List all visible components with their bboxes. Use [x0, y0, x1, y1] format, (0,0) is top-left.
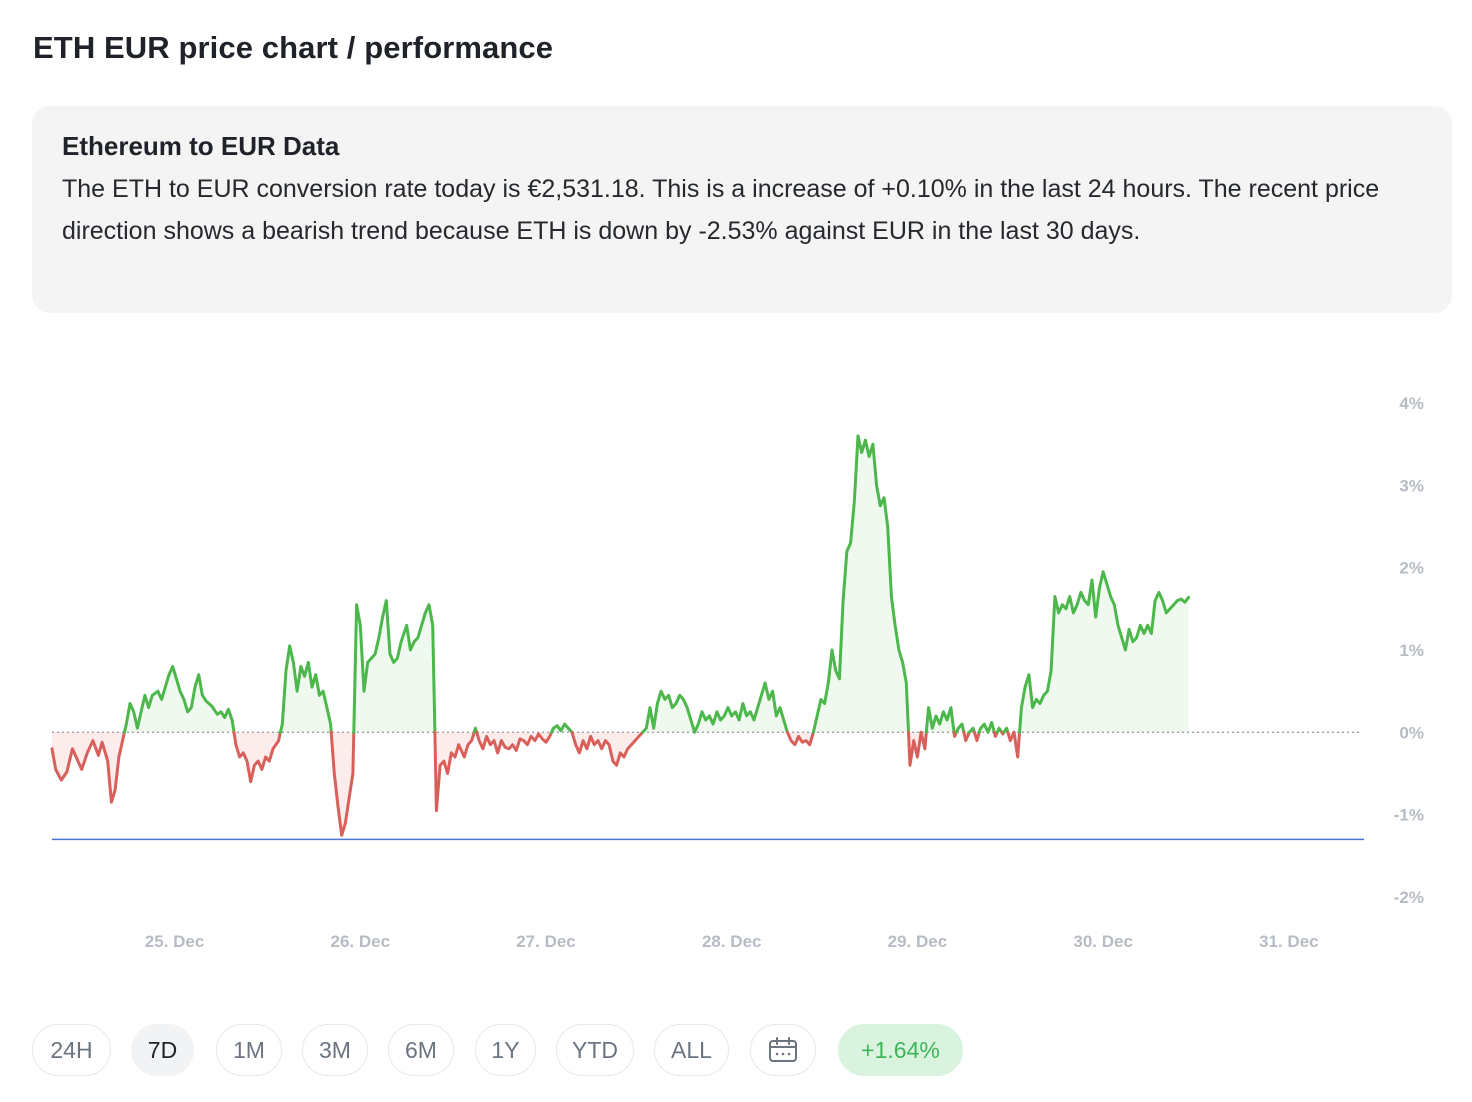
plot-area: [50, 434, 1364, 841]
negative-line-14: [907, 730, 923, 767]
positive-line-13: [811, 434, 910, 734]
info-title: Ethereum to EUR Data: [62, 131, 340, 161]
positive-line-1: [122, 665, 236, 734]
x-axis: 25. Dec 26. Dec 27. Dec 28. Dec 29. Dec 30. D…: [145, 932, 1319, 951]
y-tick-label: -1%: [1394, 806, 1424, 825]
x-tick-label: 29. Dec: [888, 932, 948, 951]
positive-area-31: [1019, 571, 1189, 733]
positive-line-9: [550, 722, 574, 734]
negative-area-10: [572, 732, 643, 766]
x-tick-label: 26. Dec: [331, 932, 391, 951]
negative-area-4: [331, 732, 354, 836]
negative-line-22: [972, 730, 981, 743]
y-tick-label: 2%: [1399, 559, 1424, 578]
page-title: ETH EUR price chart / performance: [33, 30, 554, 65]
range-7d-button[interactable]: 7D: [131, 1024, 194, 1076]
negative-line-10: [570, 730, 645, 767]
range-1m-button[interactable]: 1M: [216, 1024, 282, 1076]
negative-line-0: [50, 730, 126, 804]
negative-line-8: [475, 730, 554, 755]
calendar-icon: [769, 1037, 797, 1062]
positive-line-31: [1018, 570, 1191, 734]
x-tick-label: 28. Dec: [702, 932, 762, 951]
calendar-button[interactable]: [750, 1024, 816, 1076]
positive-line-3: [278, 644, 333, 734]
negative-line-12: [785, 730, 815, 747]
positive-line-25: [995, 726, 1004, 734]
price-chart[interactable]: 4% 3% 2% 1% 0% -1% -2% 25. Dec 26. Dec 27. Dec 28…: [0, 340, 1472, 980]
negative-area-0: [52, 732, 125, 803]
change-badge: +1.64%: [838, 1024, 963, 1076]
y-tick-label: -2%: [1394, 888, 1424, 907]
range-3m-button[interactable]: 3M: [302, 1024, 368, 1076]
positive-line-11: [641, 681, 789, 734]
positive-line-23: [977, 721, 996, 734]
y-axis: 4% 3% 2% 1% 0% -1% -2%: [1394, 394, 1424, 907]
range-ytd-button[interactable]: YTD: [556, 1024, 634, 1076]
positive-line-5: [352, 599, 437, 734]
negative-line-30: [1012, 730, 1022, 759]
range-1y-button[interactable]: 1Y: [475, 1024, 536, 1076]
negative-line-6: [433, 730, 476, 813]
negative-area-2: [234, 732, 281, 782]
y-tick-label: 0%: [1399, 723, 1424, 742]
negative-line-24: [992, 730, 999, 738]
y-tick-label: 4%: [1399, 394, 1424, 413]
range-24h-button[interactable]: 24H: [32, 1024, 111, 1076]
positive-area-11: [642, 682, 788, 733]
y-tick-label: 3%: [1399, 476, 1424, 495]
negative-line-28: [1006, 730, 1016, 743]
positive-line-17: [924, 706, 956, 734]
negative-line-20: [962, 730, 971, 743]
x-tick-label: 30. Dec: [1073, 932, 1133, 951]
range-6m-button[interactable]: 6M: [388, 1024, 454, 1076]
info-text: The ETH to EUR conversion rate today is …: [62, 175, 1380, 245]
negative-line-2: [232, 730, 282, 784]
x-tick-label: 31. Dec: [1259, 932, 1319, 951]
x-tick-label: 25. Dec: [145, 932, 205, 951]
y-tick-label: 1%: [1399, 641, 1424, 660]
negative-area-14: [908, 732, 922, 766]
negative-line-16: [919, 730, 928, 751]
x-tick-label: 27. Dec: [516, 932, 576, 951]
positive-area-1: [124, 666, 234, 733]
positive-line-19: [954, 722, 966, 734]
range-all-button[interactable]: ALL: [654, 1024, 729, 1076]
negative-line-4: [329, 730, 356, 837]
positive-area-23: [979, 722, 995, 733]
positive-area-5: [353, 600, 435, 733]
info-box: Ethereum to EUR Data The ETH to EUR conv…: [32, 106, 1452, 313]
